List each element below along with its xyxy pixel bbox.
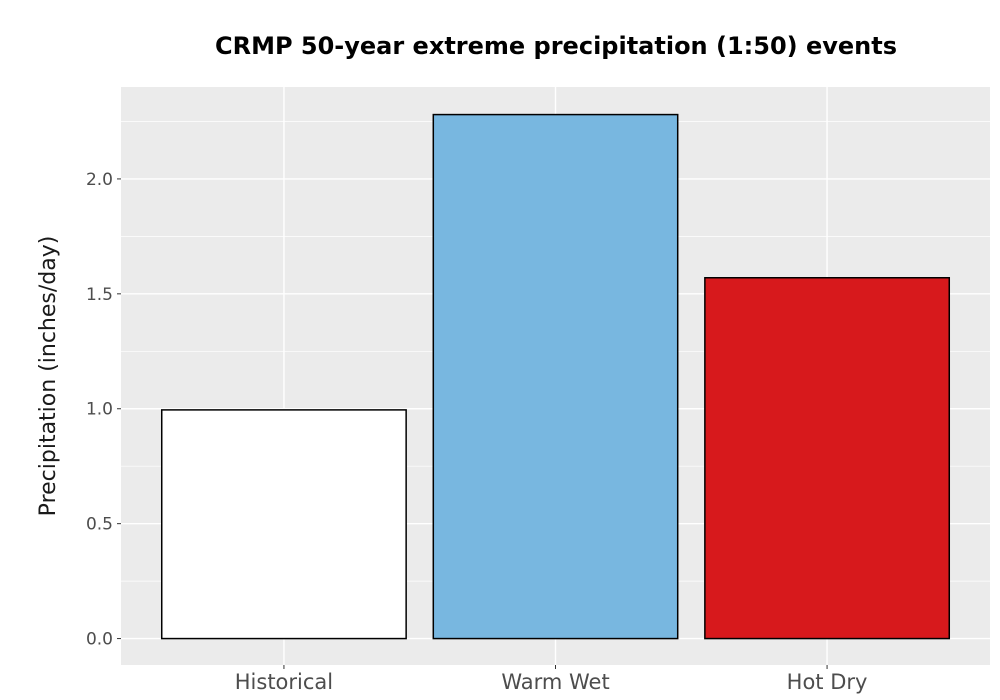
bar-warm-wet <box>432 113 679 640</box>
bar-historical <box>160 409 407 640</box>
x-axis: Historical Warm Wet Hot Dry <box>235 665 868 694</box>
x-tick-label: Historical <box>235 670 333 694</box>
y-axis-title: Precipitation (inches/day) <box>36 236 61 517</box>
y-tick-label: 0.5 <box>86 515 113 535</box>
x-tick-label: Warm Wet <box>501 670 609 694</box>
y-tick-label: 1.0 <box>86 400 113 420</box>
y-tick-label: 2.0 <box>86 170 113 190</box>
y-axis: 0.0 0.5 1.0 1.5 2.0 <box>86 170 121 650</box>
bar-hot-dry <box>704 277 951 640</box>
y-tick-label: 1.5 <box>86 285 113 305</box>
bars <box>160 113 951 640</box>
y-tick-label: 0.0 <box>86 630 113 650</box>
x-tick-label: Hot Dry <box>787 670 868 694</box>
chart-title: CRMP 50-year extreme precipitation (1:50… <box>215 32 897 60</box>
